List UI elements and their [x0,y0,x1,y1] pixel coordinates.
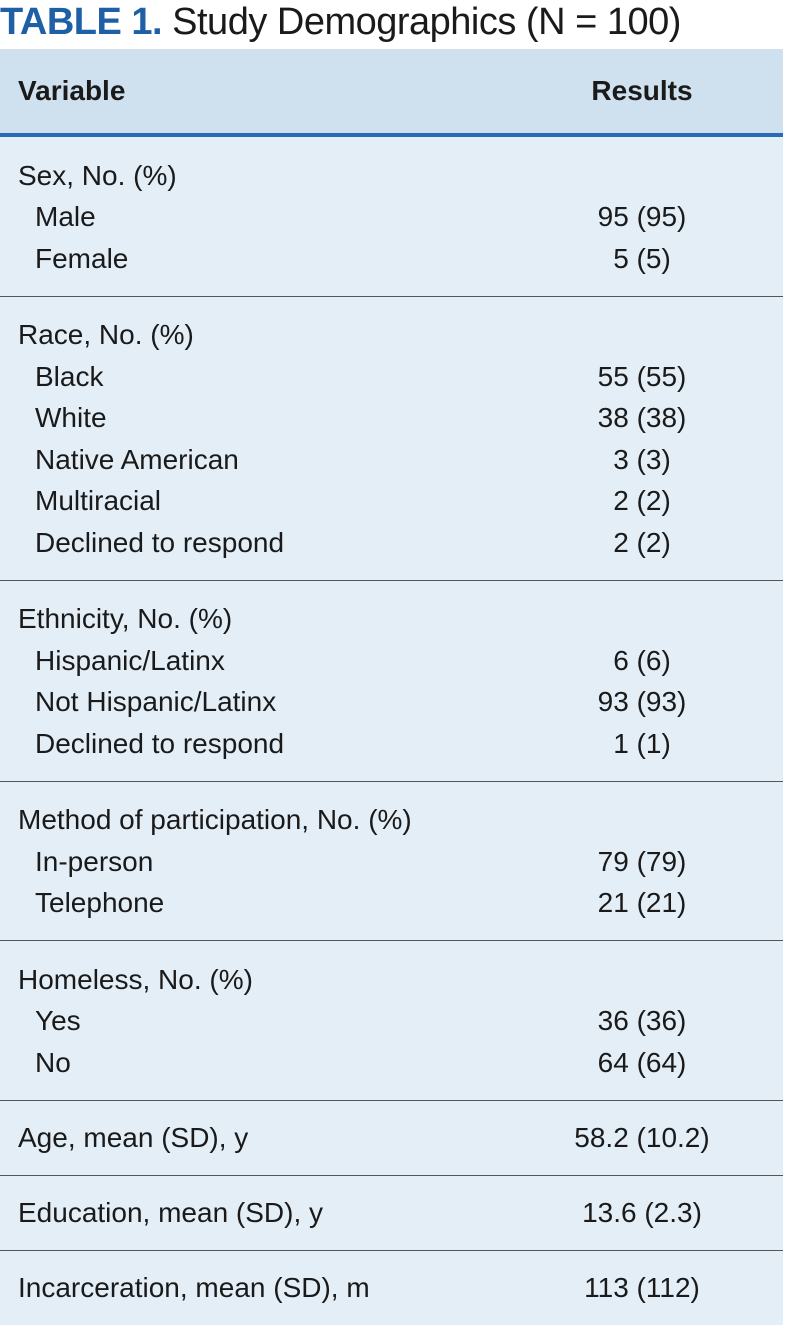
group-race: Race, No. (%) Black 55 (55) White 38 (38) … [0,297,783,581]
table-number: TABLE 1. [0,1,163,43]
row-value: 55 (55) [597,360,687,392]
row-value: 64 (64) [597,1046,687,1078]
table-row: No 64 (64) [0,1042,783,1084]
row-value: 95 (95) [597,201,687,233]
group-heading: Race, No. (%) [0,315,783,357]
row-label: Multiracial [35,485,162,517]
row-label: Native American [35,443,239,475]
table-row: Native American 3 (3) [0,439,783,481]
table-row: Multiracial 2 (2) [0,481,783,523]
table-caption: Study Demographics (N = 100) [162,1,681,43]
row-label: No [35,1046,71,1078]
group-heading-label: Sex, No. (%) [18,159,177,191]
table-row: Not Hispanic/Latinx 93 (93) [0,682,783,724]
group-heading-label: Homeless, No. (%) [18,963,253,995]
group-homeless: Homeless, No. (%) Yes 36 (36) No 64 (64) [0,941,783,1101]
table-row: Telephone 21 (21) [0,883,783,925]
group-heading-label: Ethnicity, No. (%) [18,603,233,635]
table-row-incarceration: Incarceration, mean (SD), m 113 (112) [0,1251,783,1325]
row-label: Male [35,201,96,233]
row-value: 13.6 (2.3) [582,1196,702,1228]
group-ethnicity: Ethnicity, No. (%) Hispanic/Latinx 6 (6) … [0,581,783,782]
table-row: Male 95 (95) [0,197,783,239]
row-label: In-person [35,845,154,877]
table-row: Declined to respond 2 (2) [0,522,783,564]
group-heading: Method of participation, No. (%) [0,800,783,842]
group-heading-label: Race, No. (%) [18,319,194,351]
table-row: Declined to respond 1 (1) [0,723,783,765]
row-label: Incarceration, mean (SD), m [18,1271,370,1303]
row-label: Female [35,242,129,274]
table-title: TABLE 1. Study Demographics (N = 100) [0,0,788,48]
table-header: Variable Results [0,49,783,137]
header-results: Results [591,75,693,106]
row-value: 21 (21) [597,887,687,919]
row-label: Telephone [35,887,165,919]
table-row: Black 55 (55) [0,356,783,398]
row-value: 3 (3) [613,443,671,475]
row-value: 93 (93) [597,686,687,718]
row-value: 113 (112) [584,1271,700,1303]
group-heading: Homeless, No. (%) [0,959,783,1001]
row-value: 2 (2) [613,485,671,517]
row-value: 36 (36) [597,1005,687,1037]
header-variable: Variable [18,75,126,106]
table-row: Female 5 (5) [0,238,783,280]
row-label: Declined to respond [35,526,285,558]
row-label: Not Hispanic/Latinx [35,686,277,718]
group-heading: Ethnicity, No. (%) [0,599,783,641]
group-heading: Sex, No. (%) [0,155,783,197]
row-label: Yes [35,1005,81,1037]
row-value: 38 (38) [597,402,687,434]
row-label: Declined to respond [35,727,285,759]
table-row: Hispanic/Latinx 6 (6) [0,640,783,682]
demographics-table: Variable Results Sex, No. (%) Male 95 (95… [0,49,783,1325]
row-label: Age, mean (SD), y [18,1121,249,1153]
row-value: 58.2 (10.2) [574,1121,710,1153]
row-label: Education, mean (SD), y [18,1196,324,1228]
group-heading-label: Method of participation, No. (%) [18,804,412,836]
row-value: 79 (79) [597,845,687,877]
row-value: 1 (1) [613,727,671,759]
row-label: Black [35,360,104,392]
row-label: Hispanic/Latinx [35,644,225,676]
table-row: In-person 79 (79) [0,841,783,883]
row-value: 5 (5) [613,242,671,274]
group-method: Method of participation, No. (%) In-pers… [0,782,783,941]
table-row: Yes 36 (36) [0,1001,783,1043]
row-value: 2 (2) [613,526,671,558]
group-sex: Sex, No. (%) Male 95 (95) Female 5 (5) [0,137,783,297]
table-row: White 38 (38) [0,398,783,440]
table-row-age: Age, mean (SD), y 58.2 (10.2) [0,1101,783,1176]
table-row-education: Education, mean (SD), y 13.6 (2.3) [0,1176,783,1251]
row-label: White [35,402,107,434]
row-value: 6 (6) [613,644,671,676]
